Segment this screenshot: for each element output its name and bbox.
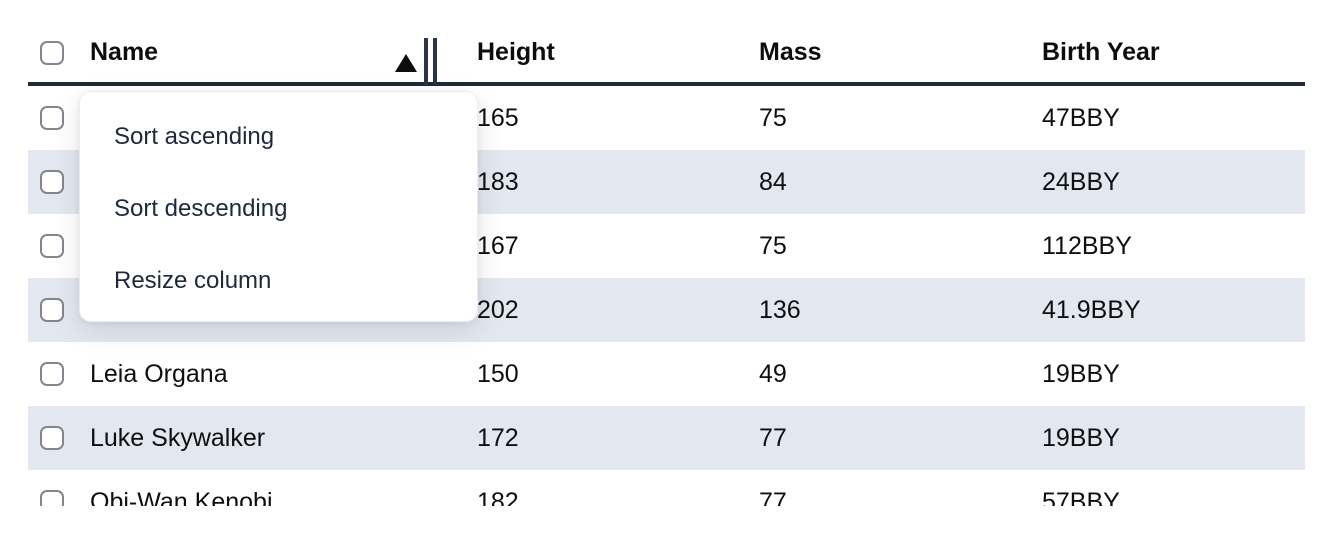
table-row: 202 136 41.9BBY [28,278,1305,342]
cell-birth-year: 41.9BBY [1042,295,1141,324]
cell-name: Luke Skywalker [28,406,447,470]
cell-name: Leia Organa [28,342,447,406]
table-row: 167 75 112BBY [28,214,1305,278]
column-header-birth-year[interactable]: Birth Year [1042,38,1160,66]
name-value: Luke Skywalker [90,423,266,452]
cell-mass: 75 [759,103,787,132]
cell-height: 183 [477,167,519,196]
table-viewport: Name Height Mass Birth Year 165 75 47BBY [28,0,1305,506]
cell-birth-year: 24BBY [1042,167,1120,196]
cell-mass: 136 [759,295,801,324]
name-value: Obi-Wan Kenobi [90,487,273,507]
cell-birth-year: 57BBY [1042,487,1120,507]
resize-bar-icon [424,38,428,85]
cell-height: 167 [477,231,519,260]
row-checkbox[interactable] [40,170,64,194]
column-header-height[interactable]: Height [477,38,555,66]
header-row: Name Height Mass Birth Year [28,0,1305,86]
select-all-checkbox[interactable] [40,40,64,65]
cell-mass: 84 [759,167,787,196]
cell-name [28,278,447,342]
column-header-mass[interactable]: Mass [759,38,822,66]
row-checkbox[interactable] [40,298,64,322]
cell-name [28,86,447,150]
row-checkbox[interactable] [40,362,64,386]
cell-birth-year: 112BBY [1042,231,1132,260]
cell-mass: 77 [759,487,787,507]
column-header-name-label: Name [90,38,159,66]
cell-birth-year: 19BBY [1042,423,1120,452]
name-value: Leia Organa [90,359,228,388]
sort-ascending-icon[interactable] [395,53,417,72]
cell-height: 165 [477,103,519,132]
cell-height: 182 [477,487,519,507]
cell-height: 150 [477,359,519,388]
table-row: 165 75 47BBY [28,86,1305,150]
cell-name [28,214,447,278]
data-table: Name Height Mass Birth Year 165 75 47BBY [28,0,1305,506]
column-header-name[interactable]: Name [28,20,447,85]
cell-mass: 77 [759,423,787,452]
cell-mass: 49 [759,359,787,388]
resize-bar-icon [433,38,437,85]
cell-birth-year: 47BBY [1042,103,1120,132]
table-body: 165 75 47BBY 183 84 24BBY 167 75 [28,86,1305,506]
row-checkbox[interactable] [40,106,64,130]
row-checkbox[interactable] [40,490,64,506]
column-context-menu: Sort ascending Sort descending Resize co… [79,91,478,322]
cell-height: 172 [477,423,519,452]
table-row: Leia Organa 150 49 19BBY [28,342,1305,406]
cell-birth-year: 19BBY [1042,359,1120,388]
cell-mass: 75 [759,231,787,260]
menu-item-sort-ascending[interactable]: Sort ascending [114,123,275,150]
menu-item-sort-descending[interactable]: Sort descending [114,195,288,222]
cell-name: Obi-Wan Kenobi [28,470,447,506]
row-checkbox[interactable] [40,234,64,258]
row-checkbox[interactable] [40,426,64,450]
column-resize-handle[interactable] [424,38,437,85]
table-row: Luke Skywalker 172 77 19BBY [28,406,1305,470]
menu-item-resize-column[interactable]: Resize column [114,267,272,294]
cell-name [28,150,447,214]
table-row: Obi-Wan Kenobi 182 77 57BBY [28,470,1305,506]
cell-height: 202 [477,295,519,324]
